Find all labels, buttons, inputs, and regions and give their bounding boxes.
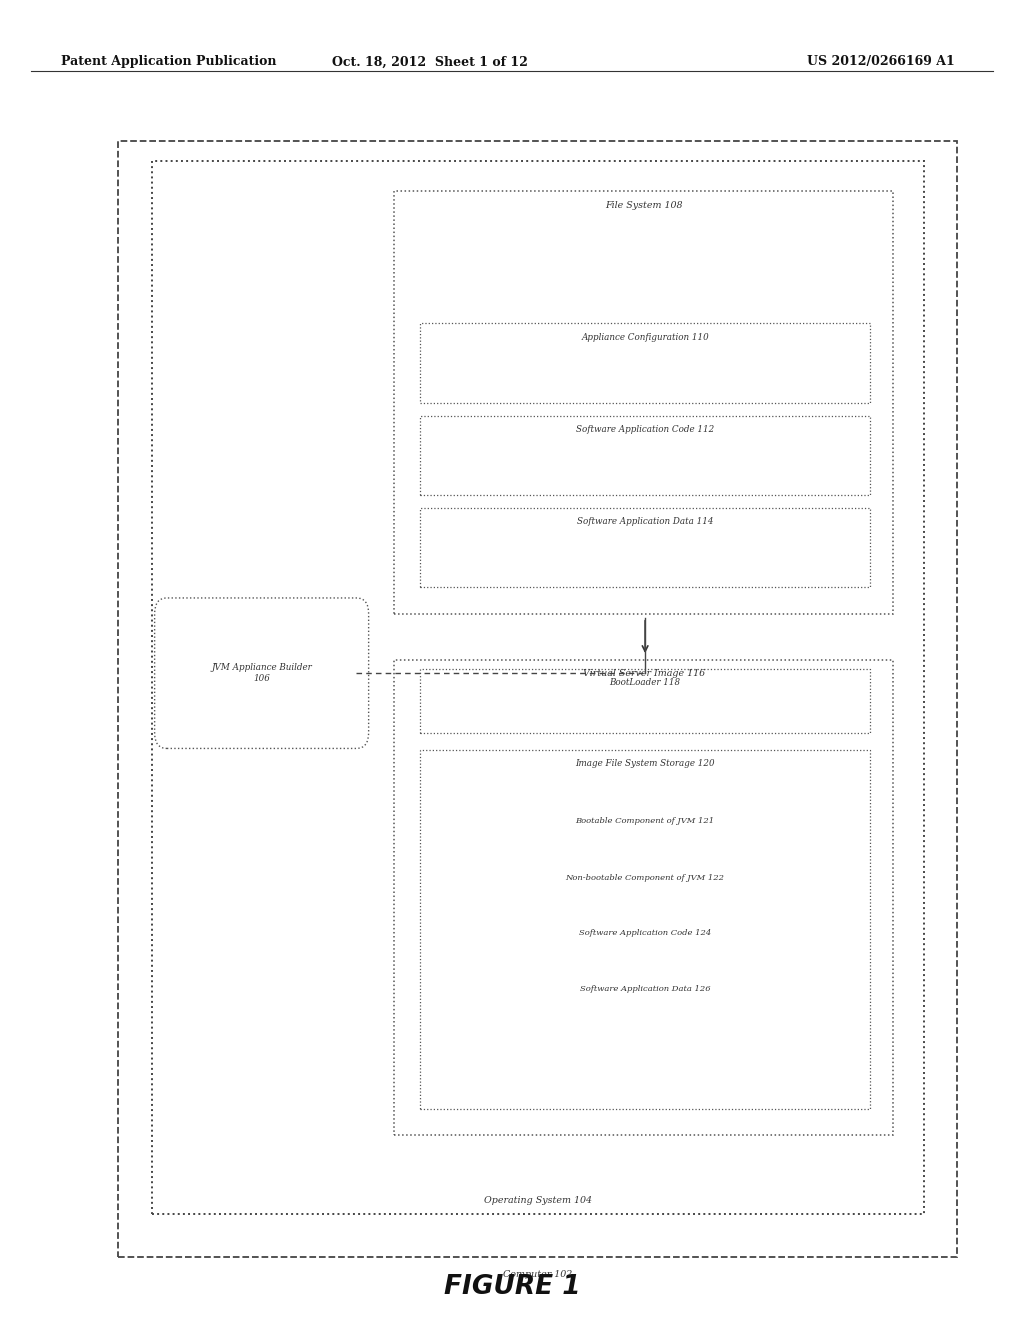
Text: Patent Application Publication: Patent Application Publication	[61, 55, 276, 69]
Bar	[394, 191, 893, 614]
Bar	[420, 508, 870, 587]
Text: Bootable Component of JVM 121: Bootable Component of JVM 121	[575, 817, 715, 825]
Bar	[152, 161, 924, 1214]
Text: File System 108: File System 108	[605, 201, 682, 210]
Text: Non-bootable Component of JVM 122: Non-bootable Component of JVM 122	[565, 874, 725, 882]
Text: Software Application Code 124: Software Application Code 124	[579, 929, 712, 937]
Text: JVM Appliance Builder
106: JVM Appliance Builder 106	[211, 664, 312, 682]
Text: Appliance Configuration 110: Appliance Configuration 110	[582, 333, 709, 342]
Text: Image File System Storage 120: Image File System Storage 120	[575, 759, 715, 768]
Bar	[420, 750, 870, 1109]
Bar	[118, 141, 957, 1257]
Text: FIGURE 1: FIGURE 1	[443, 1274, 581, 1300]
Text: Computer 102: Computer 102	[503, 1270, 572, 1279]
Text: Virtual Server Image 116: Virtual Server Image 116	[583, 669, 705, 678]
Text: Software Application Code 112: Software Application Code 112	[575, 425, 715, 434]
Text: Oct. 18, 2012  Sheet 1 of 12: Oct. 18, 2012 Sheet 1 of 12	[332, 55, 528, 69]
Text: Software Application Data 114: Software Application Data 114	[577, 517, 714, 527]
Text: US 2012/0266169 A1: US 2012/0266169 A1	[807, 55, 954, 69]
Bar	[394, 660, 893, 1135]
Bar	[420, 416, 870, 495]
Bar	[420, 323, 870, 403]
Text: Software Application Data 126: Software Application Data 126	[580, 985, 711, 993]
Text: Operating System 104: Operating System 104	[483, 1196, 592, 1205]
Bar	[420, 669, 870, 733]
Text: BootLoader 118: BootLoader 118	[609, 678, 681, 688]
